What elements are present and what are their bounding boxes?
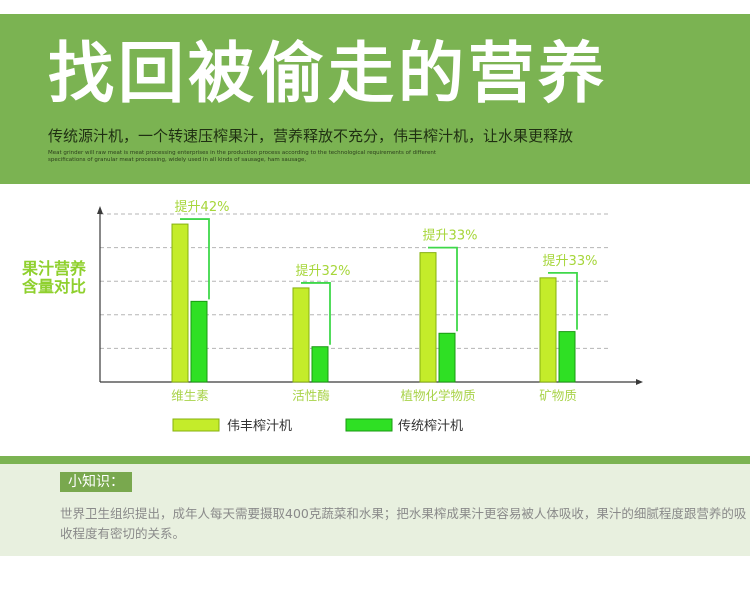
x-axis-arrow (636, 379, 643, 385)
bar-series2 (438, 332, 456, 383)
category-label: 维生素 (171, 388, 209, 403)
bar-series1 (292, 287, 310, 383)
improvement-annotation: 提升33% (423, 228, 478, 244)
tips-section: 小知识： 世界卫生组织提出，成年人每天需要摄取400克蔬菜和水果；把水果榨成果汁… (0, 464, 750, 556)
tips-badge: 小知识： (60, 472, 132, 492)
bar-series1 (539, 277, 557, 383)
header-banner: 找回被偷走的营养 传统源汁机，一个转速压榨果汁，营养释放不充分，伟丰榨汁机，让水… (0, 14, 750, 184)
divider-band (0, 456, 750, 464)
legend-label-series2: 传统榨汁机 (398, 418, 463, 434)
improvement-annotation: 提升42% (175, 199, 230, 215)
category-label: 活性酶 (292, 388, 330, 403)
category-label: 植物化学物质 (400, 388, 475, 403)
bar-series2 (311, 346, 329, 383)
improvement-bracket (180, 218, 210, 300)
y-axis-arrow (97, 206, 103, 214)
improvement-annotation: 提升32% (296, 263, 351, 279)
improvement-bracket (548, 271, 578, 330)
improvement-bracket (301, 282, 331, 345)
chart-area: 果汁营养含量对比 提升42% 维生素 提升32% 活性酶 提升33% 植物化学物质 提升33… (0, 184, 750, 456)
bar-series2 (558, 331, 576, 383)
improvement-bracket (428, 246, 458, 332)
bar-series2 (190, 300, 208, 383)
improvement-annotation: 提升33% (543, 253, 598, 269)
chart-y-label: 果汁营养含量对比 (22, 259, 87, 296)
english-description: Meat grinder will raw meat is meat proce… (48, 150, 437, 163)
bar-chart: 提升42% 维生素 提升32% 活性酶 提升33% 植物化学物质 提升33% 矿物质伟丰榨汁机… (97, 199, 643, 434)
legend-swatch-series1 (172, 418, 220, 432)
category-label: 矿物质 (539, 388, 577, 403)
bar-series1 (419, 252, 437, 383)
page-title: 找回被偷走的营养 (48, 35, 608, 112)
tips-text: 世界卫生组织提出，成年人每天需要摄取400克蔬菜和水果；把水果榨成果汁更容易被人… (60, 506, 747, 541)
legend-swatch-series2 (345, 418, 393, 432)
subtitle: 传统源汁机，一个转速压榨果汁，营养释放不充分，伟丰榨汁机，让水果更释放 (48, 127, 574, 145)
legend-label-series1: 伟丰榨汁机 (227, 418, 292, 434)
bar-series1 (171, 223, 189, 383)
